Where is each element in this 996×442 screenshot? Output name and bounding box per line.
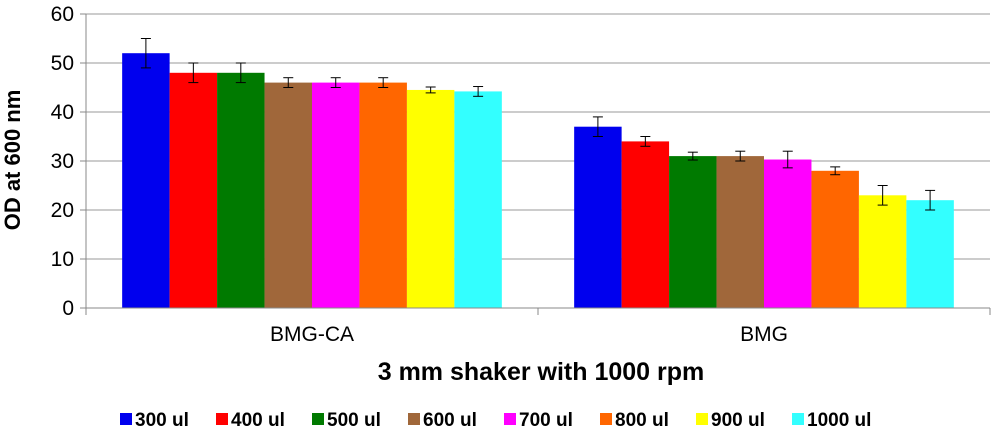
bar bbox=[621, 141, 670, 308]
y-tick-label: 30 bbox=[51, 150, 74, 173]
legend-label: 500 ul bbox=[327, 410, 381, 431]
bar bbox=[312, 82, 360, 308]
bar bbox=[764, 159, 812, 308]
legend: 300 ul 400 ul 500 ul 600 ul 700 ul 800 ul 900 … bbox=[120, 410, 871, 431]
bar bbox=[122, 53, 170, 309]
legend-swatch bbox=[120, 413, 132, 425]
legend-label: 300 ul bbox=[135, 410, 189, 431]
bar bbox=[716, 156, 764, 308]
y-axis-label: OD at 600 nm bbox=[0, 90, 25, 231]
legend-label: 900 ul bbox=[711, 410, 765, 431]
legend-swatch bbox=[216, 413, 228, 425]
y-tick-label: 10 bbox=[51, 248, 74, 271]
legend-label: 600 ul bbox=[423, 410, 477, 431]
legend-swatch bbox=[504, 413, 516, 425]
category-label: BMG bbox=[740, 323, 788, 346]
bar bbox=[669, 156, 717, 308]
bar bbox=[169, 72, 218, 308]
y-tick-label: 50 bbox=[51, 52, 74, 75]
legend-swatch bbox=[408, 413, 420, 425]
y-tick-label: 40 bbox=[51, 101, 74, 124]
y-tick-label: 60 bbox=[51, 3, 74, 26]
y-tick-label: 0 bbox=[62, 297, 74, 320]
bar bbox=[574, 126, 622, 308]
x-axis-label: 3 mm shaker with 1000 rpm bbox=[378, 358, 705, 386]
legend-swatch bbox=[792, 413, 804, 425]
y-tick-label: 20 bbox=[51, 199, 74, 222]
bar bbox=[454, 91, 502, 308]
bar bbox=[406, 89, 455, 308]
legend-label: 400 ul bbox=[231, 410, 285, 431]
bar bbox=[264, 82, 312, 308]
legend-swatch bbox=[312, 413, 324, 425]
bar bbox=[906, 200, 954, 308]
legend-label: 800 ul bbox=[615, 410, 669, 431]
category-label: BMG-CA bbox=[270, 323, 354, 346]
bars bbox=[122, 38, 954, 309]
legend-swatch bbox=[600, 413, 612, 425]
legend-swatch bbox=[696, 413, 708, 425]
bar bbox=[811, 170, 859, 308]
legend-label: 700 ul bbox=[519, 410, 573, 431]
bar bbox=[858, 195, 907, 308]
bar bbox=[217, 72, 265, 308]
bar bbox=[359, 82, 407, 308]
legend-label: 1000 ul bbox=[807, 410, 871, 431]
axes: 0 10 20 30 40 50 60 BMG-CA BMG bbox=[51, 3, 991, 346]
